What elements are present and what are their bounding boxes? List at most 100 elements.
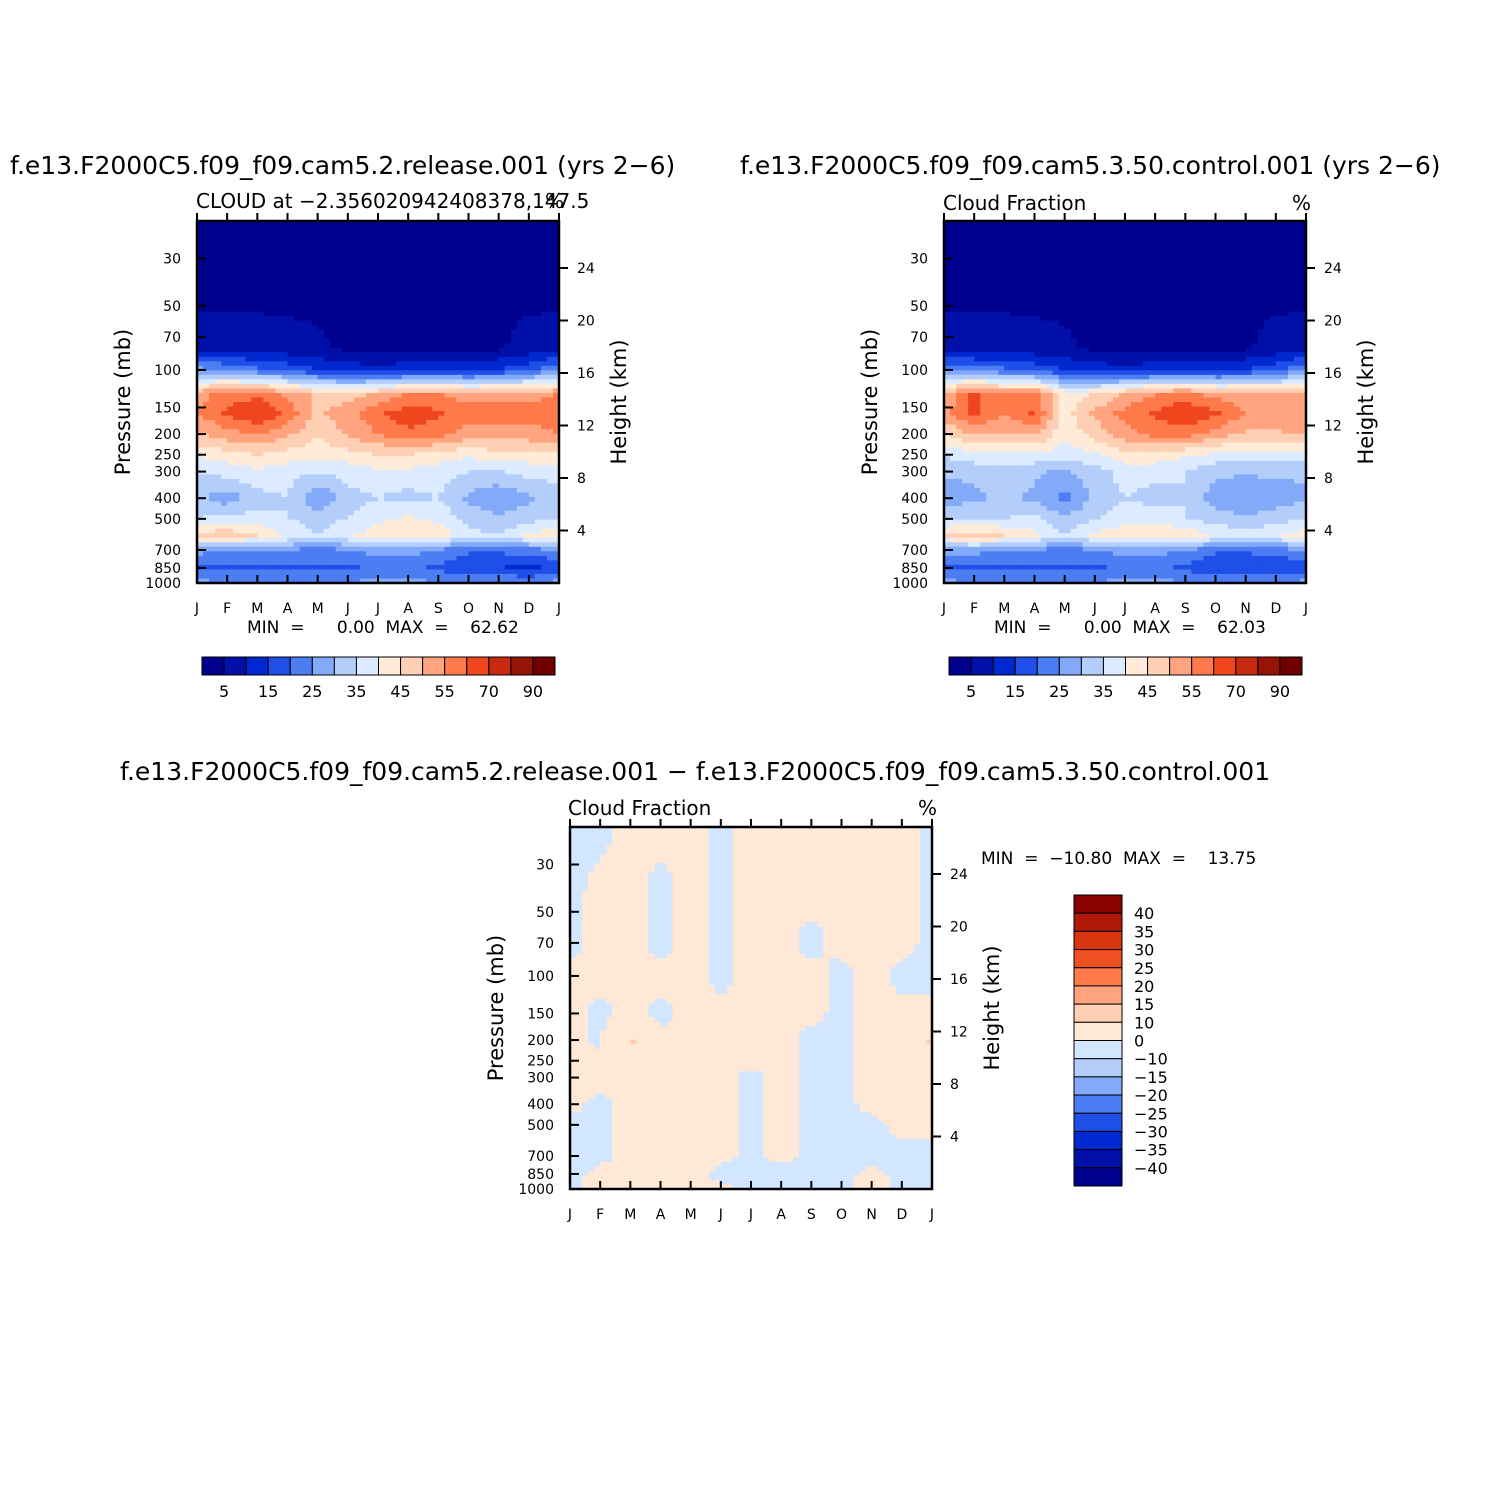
contour-cell	[480, 424, 488, 430]
contour-cell	[516, 501, 524, 507]
contour-cell	[396, 411, 403, 417]
contour-cell	[504, 402, 512, 408]
contour-cell	[378, 402, 385, 408]
contour-cell	[438, 506, 445, 512]
contour-cell	[498, 478, 506, 485]
contour-cell	[281, 501, 289, 507]
contour-cell	[396, 573, 403, 580]
contour-cell	[486, 316, 494, 322]
contour-cell	[233, 221, 240, 227]
contour-cell	[221, 383, 228, 390]
contour-cell	[456, 297, 464, 304]
contour-cell	[305, 284, 313, 290]
contour-cell	[257, 569, 264, 575]
contour-cell	[384, 347, 391, 353]
contour-cell	[203, 379, 210, 385]
contour-cell	[203, 519, 210, 525]
panel-1-height-axis-label: Height (km)	[607, 339, 631, 464]
contour-cell	[378, 546, 385, 552]
contour-cell	[378, 239, 385, 245]
contour-cell	[378, 542, 385, 548]
contour-cell	[378, 329, 385, 335]
contour-cell	[287, 334, 295, 340]
contour-cell	[287, 320, 295, 326]
contour-cell	[468, 415, 476, 421]
contour-cell	[462, 248, 470, 254]
contour-cell	[432, 248, 439, 254]
contour-cell	[486, 474, 494, 480]
contour-cell	[534, 311, 542, 317]
contour-cell	[456, 248, 464, 254]
height-tick-label: 16	[577, 366, 595, 382]
contour-cell	[299, 293, 307, 299]
contour-cell	[353, 442, 361, 448]
contour-cell	[456, 379, 464, 385]
contour-cell	[450, 352, 458, 358]
contour-cell	[359, 442, 367, 448]
contour-cell	[299, 266, 307, 272]
contour-cell	[203, 433, 210, 439]
contour-cell	[335, 325, 343, 331]
contour-cell	[438, 356, 445, 362]
contour-cell	[347, 338, 355, 344]
contour-cell	[209, 225, 216, 231]
contour-cell	[390, 537, 397, 543]
contour-cell	[281, 343, 289, 349]
contour-cell	[486, 397, 494, 403]
contour-cell	[275, 406, 283, 412]
contour-cell	[293, 343, 301, 349]
contour-cell	[293, 501, 301, 507]
contour-cell	[251, 469, 258, 476]
contour-cell	[438, 429, 445, 435]
contour-cell	[474, 420, 482, 426]
contour-cell	[269, 501, 277, 507]
contour-cell	[510, 343, 518, 349]
contour-cell	[516, 578, 524, 583]
contour-cell	[371, 270, 379, 276]
contour-cell	[486, 551, 494, 557]
contour-cell	[347, 578, 355, 583]
contour-cell	[402, 506, 409, 512]
contour-cell	[359, 302, 367, 308]
contour-cell	[227, 537, 234, 543]
contour-cell	[444, 564, 451, 571]
contour-cell	[365, 465, 373, 471]
contour-cell	[516, 497, 524, 503]
contour-cell	[426, 383, 433, 390]
contour-cell	[317, 438, 325, 444]
contour-cell	[347, 248, 355, 254]
contour-cell	[359, 456, 367, 462]
contour-cell	[486, 248, 494, 254]
contour-cell	[420, 388, 427, 394]
contour-cell	[432, 370, 439, 376]
contour-cell	[257, 374, 264, 380]
height-tick-label: 24	[577, 261, 595, 277]
contour-cell	[209, 406, 216, 412]
contour-cell	[227, 415, 234, 421]
contour-cell	[359, 492, 367, 498]
contour-cell	[347, 284, 355, 290]
contour-cell	[329, 325, 337, 331]
contour-cell	[281, 469, 289, 476]
contour-cell	[287, 542, 295, 548]
contour-cell	[510, 510, 518, 516]
contour-cell	[408, 465, 415, 471]
contour-cell	[329, 456, 337, 462]
contour-cell	[546, 361, 554, 367]
contour-cell	[438, 501, 445, 507]
contour-cell	[305, 225, 313, 231]
contour-cell	[456, 573, 464, 580]
contour-cell	[365, 542, 373, 548]
contour-cell	[281, 383, 289, 390]
contour-cell	[546, 397, 554, 403]
contour-cell	[215, 266, 222, 272]
contour-cell	[287, 325, 295, 331]
contour-cell	[396, 469, 403, 476]
contour-cell	[492, 329, 500, 335]
contour-cell	[239, 537, 246, 543]
contour-cell	[420, 288, 427, 295]
contour-cell	[510, 293, 518, 299]
contour-cell	[245, 225, 252, 231]
contour-cell	[371, 397, 379, 403]
contour-cell	[462, 492, 470, 498]
